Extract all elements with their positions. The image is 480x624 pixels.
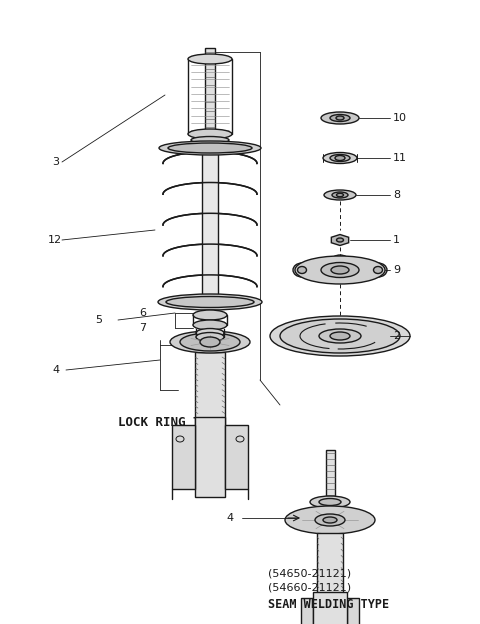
Text: 8: 8 [393, 190, 400, 200]
Ellipse shape [188, 129, 232, 139]
Ellipse shape [293, 263, 311, 277]
Text: (54660-21121): (54660-21121) [268, 583, 351, 593]
Ellipse shape [193, 310, 227, 320]
Text: 3: 3 [52, 157, 59, 167]
Ellipse shape [166, 296, 254, 308]
Ellipse shape [196, 328, 224, 338]
Ellipse shape [324, 190, 356, 200]
Polygon shape [331, 235, 348, 245]
Polygon shape [172, 425, 195, 489]
Bar [195, 352, 225, 427]
Ellipse shape [315, 514, 345, 526]
Ellipse shape [369, 263, 387, 277]
Bar [317, 533, 343, 600]
Ellipse shape [159, 141, 261, 155]
Text: SEAM WELDING TYPE: SEAM WELDING TYPE [268, 598, 389, 610]
Polygon shape [225, 425, 248, 489]
Text: 2: 2 [393, 331, 400, 341]
Ellipse shape [331, 266, 349, 274]
Bar [195, 417, 225, 497]
Text: 4: 4 [52, 365, 59, 375]
Ellipse shape [319, 329, 361, 343]
Ellipse shape [321, 263, 359, 278]
Text: (54650-21121): (54650-21121) [268, 569, 351, 579]
Ellipse shape [193, 320, 227, 330]
Text: 7: 7 [139, 323, 146, 333]
Text: 6: 6 [139, 308, 146, 318]
Ellipse shape [158, 294, 262, 310]
Ellipse shape [295, 256, 385, 284]
Bar [313, 592, 347, 624]
Ellipse shape [310, 496, 350, 508]
Ellipse shape [330, 332, 350, 340]
Ellipse shape [168, 143, 252, 153]
Ellipse shape [321, 112, 359, 124]
Text: LOCK RING TYPE: LOCK RING TYPE [118, 416, 223, 429]
Ellipse shape [180, 333, 240, 351]
Ellipse shape [330, 155, 350, 162]
Ellipse shape [188, 54, 232, 64]
Ellipse shape [191, 137, 229, 144]
Ellipse shape [330, 114, 350, 122]
Bar [202, 148, 218, 307]
Ellipse shape [196, 333, 224, 341]
Polygon shape [347, 598, 359, 624]
Bar [325, 450, 335, 498]
Text: 5: 5 [95, 315, 102, 325]
Ellipse shape [373, 266, 383, 273]
Ellipse shape [336, 238, 344, 242]
Text: 9: 9 [393, 265, 400, 275]
Ellipse shape [270, 316, 410, 356]
Ellipse shape [280, 319, 400, 353]
Text: 10: 10 [393, 113, 407, 123]
Ellipse shape [200, 337, 220, 347]
Text: 4: 4 [227, 513, 234, 523]
Ellipse shape [332, 192, 348, 198]
Text: 11: 11 [393, 153, 407, 163]
Ellipse shape [319, 499, 341, 505]
Polygon shape [301, 598, 313, 624]
Text: 1: 1 [393, 235, 400, 245]
Ellipse shape [170, 331, 250, 353]
Ellipse shape [332, 255, 348, 265]
Ellipse shape [323, 517, 337, 523]
Ellipse shape [298, 266, 307, 273]
Ellipse shape [285, 506, 375, 534]
Text: 12: 12 [48, 235, 62, 245]
Ellipse shape [336, 193, 344, 197]
Ellipse shape [336, 116, 344, 120]
Ellipse shape [335, 155, 345, 160]
Bar [205, 48, 215, 148]
Ellipse shape [323, 152, 357, 163]
